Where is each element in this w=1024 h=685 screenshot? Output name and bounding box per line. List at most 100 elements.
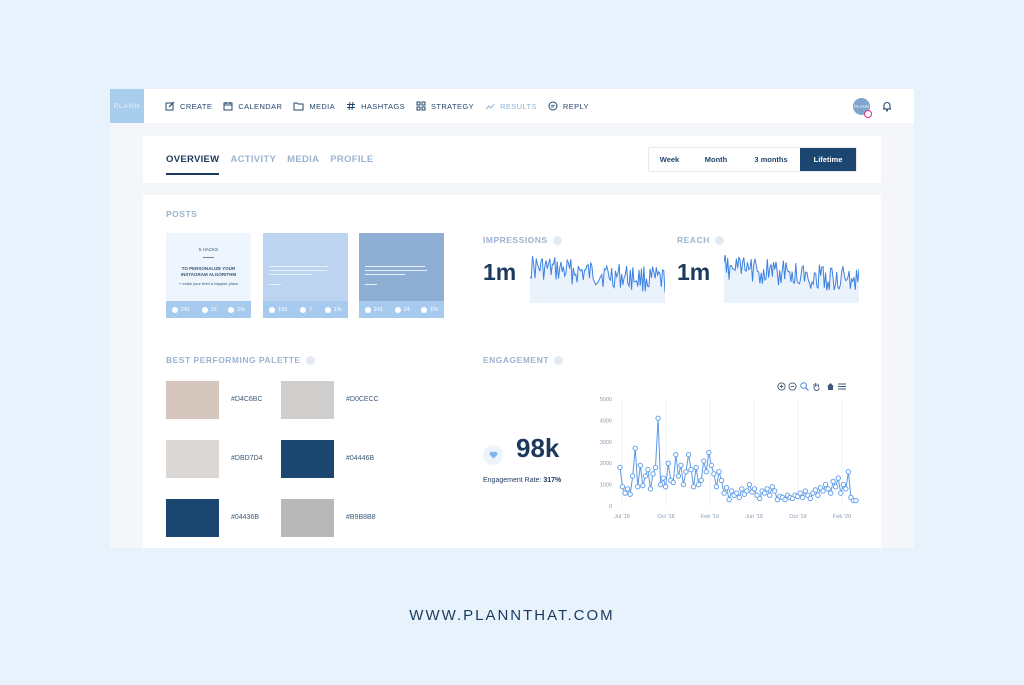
nav-hashtags[interactable]: HASHTAGS <box>346 101 405 111</box>
engagement-point[interactable] <box>696 481 702 488</box>
tab-profile[interactable]: PROFILE <box>330 154 374 165</box>
engagement-point[interactable] <box>673 451 679 458</box>
tab-media[interactable]: MEDIA <box>287 154 320 165</box>
engagement-point[interactable] <box>698 477 704 483</box>
engagement-point[interactable] <box>802 488 808 494</box>
engagement-point[interactable] <box>617 464 623 471</box>
engagement-point[interactable] <box>663 484 669 490</box>
engagement-point[interactable] <box>729 488 735 494</box>
nav-results[interactable]: RESULTS <box>485 101 537 111</box>
engagement-point[interactable] <box>746 481 753 488</box>
engagement-point[interactable] <box>627 491 633 497</box>
engagement-point[interactable] <box>713 484 720 490</box>
tab-activity[interactable]: ACTIVITY <box>230 154 277 165</box>
engagement-point[interactable] <box>685 451 692 458</box>
engagement-point[interactable] <box>657 481 664 488</box>
engagement-point[interactable] <box>650 471 656 477</box>
engagement-point[interactable] <box>726 496 732 503</box>
post-card-1[interactable]: 5 HACKS TO PERSONALIZE YOUR INSTAGRAM AL… <box>166 233 251 318</box>
menu-icon[interactable] <box>837 382 847 391</box>
tab-overview[interactable]: OVERVIEW <box>166 154 220 175</box>
pan-hand-icon[interactable] <box>812 382 821 391</box>
zoom-out-icon[interactable] <box>788 382 797 391</box>
engagement-point[interactable] <box>797 490 803 496</box>
engagement-point[interactable] <box>827 490 834 496</box>
engagement-point[interactable] <box>622 490 628 496</box>
info-icon[interactable] <box>552 235 562 245</box>
engagement-point[interactable] <box>711 471 717 477</box>
engagement-point[interactable] <box>833 484 839 490</box>
info-icon[interactable] <box>553 355 563 365</box>
engagement-point[interactable] <box>782 496 788 503</box>
engagement-point[interactable] <box>708 462 715 468</box>
zoom-in-icon[interactable] <box>777 382 786 391</box>
engagement-point[interactable] <box>630 473 636 479</box>
home-icon[interactable] <box>826 382 835 391</box>
engagement-point[interactable] <box>683 469 689 475</box>
engagement-point[interactable] <box>655 415 661 421</box>
engagement-point[interactable] <box>703 469 709 475</box>
engagement-point[interactable] <box>706 449 712 456</box>
info-icon[interactable] <box>714 235 724 245</box>
engagement-point[interactable] <box>693 464 699 471</box>
engagement-point[interactable] <box>640 483 646 489</box>
engagement-point[interactable] <box>660 475 666 481</box>
engagement-point[interactable] <box>761 490 768 496</box>
engagement-point[interactable] <box>637 462 643 468</box>
engagement-point[interactable] <box>820 488 826 494</box>
engagement-point[interactable] <box>632 445 638 451</box>
engagement-point[interactable] <box>624 486 631 492</box>
engagement-point[interactable] <box>843 486 849 492</box>
engagement-point[interactable] <box>853 498 859 504</box>
engagement-point[interactable] <box>736 494 742 501</box>
engagement-point[interactable] <box>678 462 684 468</box>
engagement-point[interactable] <box>734 490 740 496</box>
engagement-point[interactable] <box>690 484 697 490</box>
engagement-point[interactable] <box>822 481 829 488</box>
engagement-point[interactable] <box>701 458 707 464</box>
engagement-point[interactable] <box>835 475 841 481</box>
footer-url[interactable]: WWW.PLANNTHAT.COM <box>409 607 615 624</box>
info-icon[interactable] <box>305 355 315 365</box>
engagement-point[interactable] <box>772 488 778 494</box>
engagement-point[interactable] <box>721 490 727 496</box>
engagement-point[interactable] <box>815 492 821 498</box>
engagement-point[interactable] <box>723 485 730 491</box>
nav-media[interactable]: MEDIA <box>293 101 335 111</box>
engagement-point[interactable] <box>764 486 770 492</box>
nav-calendar[interactable]: CALENDAR <box>223 101 282 111</box>
post-card-3[interactable]: 241 24 1% <box>359 233 444 318</box>
engagement-point[interactable] <box>825 486 831 492</box>
engagement-point[interactable] <box>670 479 676 486</box>
post-card-2[interactable]: 193 7 1% <box>263 233 348 318</box>
engagement-point[interactable] <box>652 464 659 471</box>
range-month[interactable]: Month <box>704 155 728 164</box>
engagement-point[interactable] <box>812 487 819 493</box>
engagement-point[interactable] <box>807 495 813 502</box>
engagement-point[interactable] <box>716 469 722 475</box>
engagement-point[interactable] <box>830 478 836 485</box>
engagement-point[interactable] <box>675 473 682 479</box>
engagement-point[interactable] <box>680 481 687 488</box>
range-lifetime[interactable]: Lifetime <box>800 148 856 171</box>
range-3-months[interactable]: 3 months <box>754 155 788 164</box>
nav-strategy[interactable]: STRATEGY <box>416 101 474 111</box>
engagement-point[interactable] <box>619 484 626 490</box>
engagement-point[interactable] <box>840 481 846 488</box>
engagement-point[interactable] <box>751 486 758 492</box>
engagement-point[interactable] <box>838 490 844 496</box>
engagement-point[interactable] <box>845 469 852 475</box>
engagement-point[interactable] <box>767 492 773 498</box>
engagement-point[interactable] <box>665 460 671 466</box>
engagement-point[interactable] <box>645 466 651 473</box>
engagement-point[interactable] <box>800 494 806 501</box>
zoom-selection-icon[interactable] <box>800 382 809 391</box>
engagement-point[interactable] <box>718 477 725 483</box>
engagement-point[interactable] <box>739 486 745 492</box>
engagement-point[interactable] <box>688 466 694 473</box>
engagement-point[interactable] <box>647 486 654 492</box>
nav-reply[interactable]: REPLY <box>548 101 589 111</box>
bell-icon[interactable] <box>881 100 893 112</box>
plann-logo[interactable]: PLANN <box>110 89 144 123</box>
engagement-point[interactable] <box>642 473 649 479</box>
